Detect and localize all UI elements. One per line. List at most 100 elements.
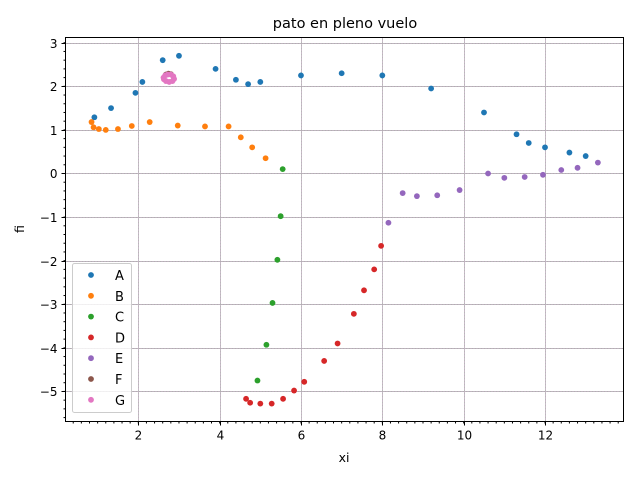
data-point: [115, 126, 121, 132]
data-point: [558, 167, 565, 173]
legend-label: A: [115, 269, 124, 284]
data-point: [212, 65, 219, 72]
data-point: [146, 119, 153, 125]
data-point: [350, 310, 357, 317]
series-a: [91, 52, 589, 159]
data-point: [225, 123, 232, 130]
data-point: [485, 170, 491, 177]
data-point: [280, 395, 286, 402]
data-point: [262, 155, 269, 162]
data-point: [95, 126, 102, 132]
data-point: [268, 400, 275, 407]
data-point: [338, 70, 345, 77]
data-point: [159, 57, 166, 64]
y-axis-ticks: 3 2 1 0 −1 −2 −3 −4 −5: [40, 37, 66, 419]
data-point: [399, 190, 406, 197]
series-d: [243, 242, 385, 407]
data-point: [594, 159, 601, 166]
data-point: [566, 149, 573, 156]
series-b: [88, 119, 269, 162]
y-tick-label: 0: [50, 167, 58, 181]
data-point: [361, 287, 367, 294]
data-point: [501, 174, 508, 181]
x-tick-label: 10: [457, 429, 472, 443]
series-c: [254, 166, 286, 384]
data-point: [521, 174, 528, 180]
data-point: [243, 395, 249, 402]
x-tick-label: 12: [538, 429, 553, 443]
data-point: [245, 81, 252, 88]
data-point: [274, 256, 281, 263]
legend-marker-icon: [88, 334, 94, 341]
data-point: [254, 377, 261, 384]
data-point: [277, 213, 284, 220]
legend-label: B: [115, 290, 124, 305]
y-tick-label: −1: [40, 211, 58, 225]
data-point: [428, 85, 435, 92]
y-tick-label: 3: [50, 37, 58, 51]
data-point: [249, 144, 256, 151]
legend-item-b: B: [88, 290, 124, 305]
data-point: [91, 114, 98, 121]
data-point: [413, 193, 420, 200]
data-point: [371, 266, 378, 273]
x-tick-label: 6: [298, 429, 306, 443]
x-axis-ticks: 2 4 6 8 10 12: [72, 421, 619, 443]
data-point: [291, 387, 297, 394]
data-point: [540, 171, 546, 178]
data-point: [90, 124, 97, 131]
legend-label: D: [115, 331, 125, 346]
legend-label: E: [115, 352, 123, 367]
data-points: [88, 52, 601, 407]
legend-marker-icon: [88, 292, 94, 299]
legend-item-c: C: [88, 311, 124, 326]
data-point: [174, 122, 181, 129]
plot-area: [65, 37, 624, 422]
data-point: [301, 378, 308, 385]
data-point: [434, 192, 441, 199]
legend-item-a: A: [88, 269, 124, 284]
legend-box: [72, 263, 132, 413]
data-point: [237, 134, 244, 141]
legend-marker-icon: [88, 313, 94, 320]
x-axis-label: xi: [339, 450, 350, 465]
y-tick-label: 2: [50, 80, 58, 94]
data-point: [202, 123, 208, 130]
legend-label: F: [115, 373, 122, 388]
data-point: [321, 358, 328, 364]
series-e: [385, 159, 601, 226]
y-tick-label: −5: [40, 385, 58, 399]
data-point: [88, 119, 95, 125]
chart-title: pato en pleno vuelo: [273, 16, 418, 32]
legend-item-f: F: [88, 373, 122, 388]
legend-label: C: [115, 311, 124, 326]
grid: [65, 37, 624, 422]
y-tick-label: −4: [40, 342, 58, 356]
legend-marker-icon: [88, 376, 94, 382]
data-point: [128, 123, 135, 129]
data-point: [233, 76, 239, 83]
data-point: [456, 187, 463, 193]
data-point: [525, 140, 532, 146]
legend-marker-icon: [88, 272, 94, 278]
data-point: [161, 76, 167, 83]
data-point: [279, 166, 286, 173]
legend-item-d: D: [88, 331, 125, 346]
x-tick-label: 8: [379, 429, 387, 443]
y-tick-label: 1: [50, 124, 58, 138]
data-point: [176, 52, 182, 59]
legend-item-g: G: [88, 394, 125, 409]
data-point: [263, 341, 270, 348]
legend-marker-icon: [88, 355, 94, 362]
data-point: [247, 399, 254, 406]
data-point: [298, 72, 304, 79]
data-point: [102, 127, 109, 133]
legend-item-e: E: [88, 352, 123, 367]
data-point: [542, 144, 548, 151]
data-point: [513, 131, 520, 138]
legend-marker-icon: [88, 396, 94, 403]
y-axis-label: fi: [12, 225, 27, 233]
series-g: [160, 71, 177, 85]
